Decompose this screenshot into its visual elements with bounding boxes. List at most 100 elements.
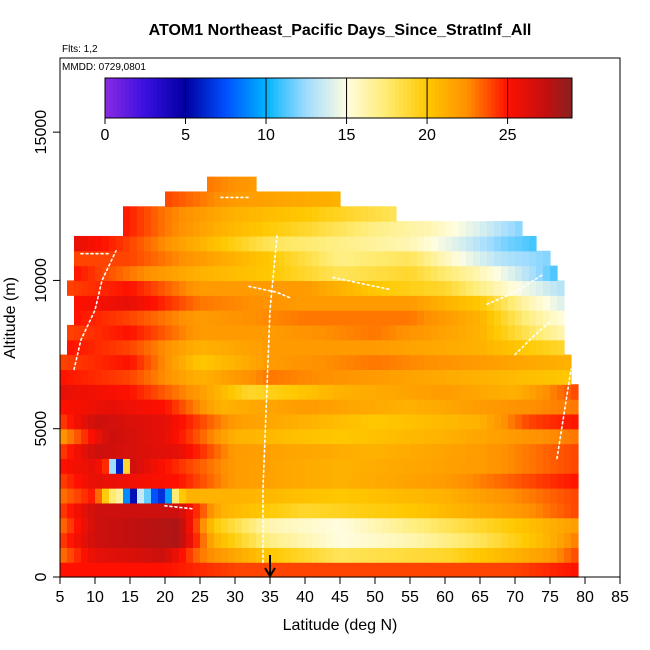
heatmap-cell — [333, 458, 341, 474]
heatmap-cell — [158, 458, 166, 474]
heatmap-cell — [193, 547, 201, 563]
heatmap-cell — [305, 235, 313, 252]
heatmap-cell — [473, 221, 481, 237]
heatmap-cell — [151, 354, 159, 370]
heatmap-cell — [375, 473, 383, 489]
colorbar-segment — [169, 78, 174, 118]
heatmap-cell — [424, 532, 432, 548]
heatmap-cell — [445, 547, 453, 563]
heatmap-cell — [242, 547, 250, 563]
heatmap-cell — [277, 191, 285, 207]
heatmap-cell — [382, 265, 390, 282]
heatmap-cell — [403, 265, 411, 282]
heatmap-cell — [487, 384, 495, 400]
heatmap-cell — [431, 562, 439, 578]
heatmap-cell — [501, 265, 509, 282]
heatmap-cell — [487, 221, 495, 237]
heatmap-cell — [480, 310, 488, 326]
heatmap-cell — [305, 458, 313, 474]
heatmap-cell — [382, 250, 390, 267]
heatmap-cell — [214, 369, 222, 385]
heatmap-cell — [536, 413, 544, 430]
heatmap-cell — [137, 384, 145, 400]
heatmap-cell — [494, 369, 502, 385]
heatmap-cell — [74, 339, 82, 356]
heatmap-cell — [277, 399, 285, 415]
heatmap-cell — [473, 399, 481, 415]
heatmap-cell — [291, 384, 299, 400]
heatmap-cell — [487, 265, 495, 282]
heatmap-cell — [214, 280, 222, 296]
heatmap-cell — [116, 473, 124, 489]
heatmap-cell — [221, 235, 229, 252]
heatmap-cell — [186, 221, 194, 237]
heatmap-cell — [298, 265, 306, 282]
heatmap-cell — [431, 339, 439, 356]
heatmap-cell — [270, 428, 278, 445]
heatmap-cell — [494, 295, 502, 311]
heatmap-cell — [88, 562, 96, 578]
heatmap-cell — [256, 295, 264, 311]
heatmap-cell — [417, 324, 425, 341]
heatmap-cell — [291, 458, 299, 474]
heatmap-cell — [459, 443, 467, 459]
heatmap-cell — [249, 458, 257, 474]
heatmap-cell — [466, 502, 474, 519]
heatmap-cell — [410, 384, 418, 400]
heatmap-cell — [375, 532, 383, 548]
heatmap-cell — [263, 502, 271, 519]
heatmap-cell — [256, 502, 264, 519]
heatmap-cell — [291, 280, 299, 296]
heatmap-cell — [340, 562, 348, 578]
heatmap-cell — [319, 502, 327, 519]
heatmap-cell — [466, 517, 474, 534]
heatmap-cell — [333, 206, 341, 222]
heatmap-cell — [144, 399, 152, 415]
heatmap-cell — [144, 339, 152, 356]
heatmap-cell — [200, 517, 208, 534]
heatmap-cell — [88, 324, 96, 341]
heatmap-cell — [151, 547, 159, 563]
heatmap-cell — [186, 206, 194, 222]
heatmap-cell — [95, 250, 103, 267]
heatmap-cell — [459, 235, 467, 252]
heatmap-cell — [452, 517, 460, 534]
colorbar-segment — [467, 78, 472, 118]
heatmap-cell — [326, 265, 334, 282]
heatmap-cell — [536, 250, 544, 267]
heatmap-cell — [158, 384, 166, 400]
heatmap-cell — [60, 488, 68, 504]
heatmap-cell — [207, 235, 215, 252]
colorbar-segment — [402, 78, 408, 118]
heatmap-cell — [312, 369, 320, 385]
heatmap-cell — [144, 458, 152, 474]
heatmap-cell — [396, 221, 404, 237]
heatmap-cell — [438, 458, 446, 474]
heatmap-cell — [319, 324, 327, 341]
heatmap-cell — [375, 221, 383, 237]
heatmap-cell — [60, 502, 68, 519]
heatmap-cell — [557, 502, 565, 519]
heatmap-cell — [480, 354, 488, 370]
heatmap-cell — [319, 488, 327, 504]
heatmap-cell — [88, 532, 96, 548]
heatmap-cell — [242, 399, 250, 415]
heatmap-cell — [403, 354, 411, 370]
heatmap-cell — [137, 339, 145, 356]
heatmap-cell — [263, 250, 271, 267]
heatmap-cell — [200, 221, 208, 237]
heatmap-cell — [221, 384, 229, 400]
heatmap-cell — [424, 399, 432, 415]
heatmap-cell — [172, 473, 180, 489]
heatmap-cell — [382, 547, 390, 563]
heatmap-cell — [333, 191, 341, 207]
heatmap-cell — [361, 547, 369, 563]
colorbar-segment — [189, 78, 195, 118]
heatmap-cell — [214, 428, 222, 445]
heatmap-cell — [270, 384, 278, 400]
heatmap-cell — [417, 221, 425, 237]
heatmap-cell — [305, 206, 313, 222]
heatmap-cell — [424, 488, 432, 504]
heatmap-cell — [179, 221, 187, 237]
heatmap-cell — [571, 428, 579, 445]
